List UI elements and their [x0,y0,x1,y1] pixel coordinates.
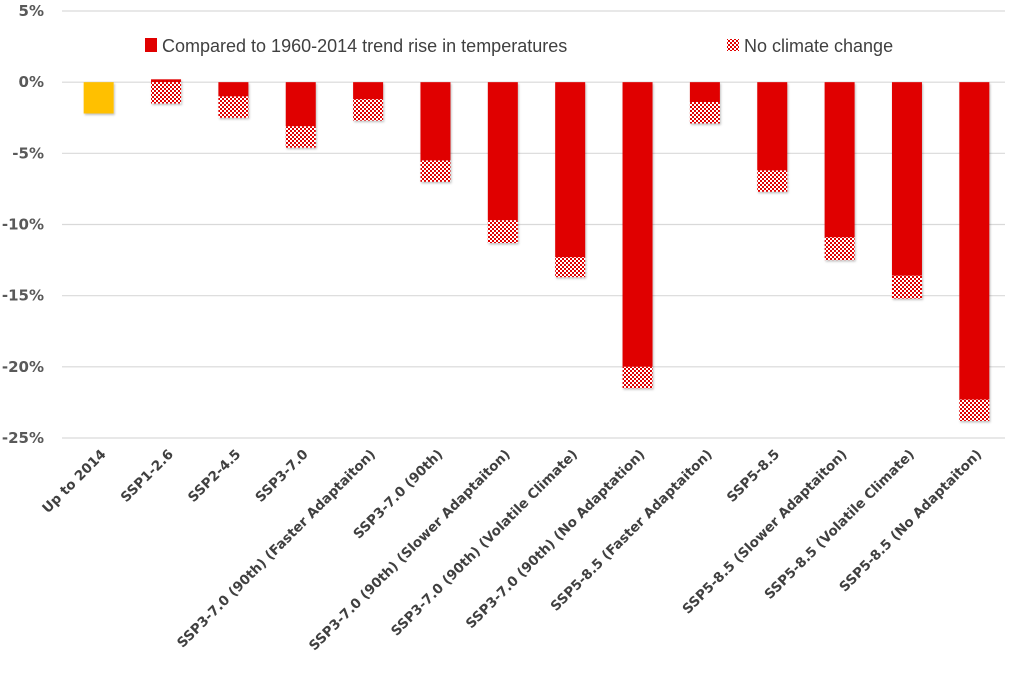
legend: Compared to 1960-2014 trend rise in temp… [145,36,893,56]
bar-group [824,82,855,261]
bar-group [689,82,720,124]
bar-no-climate-change [689,102,720,124]
bar-trend-rise [622,82,653,367]
legend-swatch-solid-red [145,38,157,52]
bar-group [757,82,788,192]
y-tick-label: -25% [2,429,44,447]
bar-no-climate-change [824,237,855,261]
bars [83,79,990,421]
bar-no-climate-change [891,275,922,299]
bar-group [151,79,182,104]
bar-trend-rise [353,82,384,100]
bar-no-climate-change [487,220,518,244]
bar-no-climate-change [353,99,384,121]
bar-trend-rise [151,79,182,83]
bar-trend-rise [420,82,451,161]
y-tick-label: 5% [19,2,44,20]
bar-group [285,82,316,148]
y-tick-label: -15% [2,287,44,305]
bar-trend-rise [757,82,788,171]
x-category-label: SSP5-8.5 [724,447,783,506]
bar-no-climate-change [218,96,249,118]
bar-group [83,82,114,114]
bar-group [622,82,653,389]
bar-no-climate-change [420,160,451,182]
bar-no-climate-change [622,366,653,389]
bar-no-climate-change [757,170,788,192]
bar-trend-rise [555,82,586,258]
bar-group [487,82,518,244]
bar-trend-rise [218,82,249,97]
bar-no-climate-change [285,126,316,148]
legend-swatch-checker-red [727,39,739,51]
x-category-label: SSP1-2.6 [118,447,177,506]
bar-no-climate-change [959,399,990,421]
bar-group [891,82,922,299]
legend-label-no-climate-change: No climate change [744,36,893,56]
bar-group [959,82,990,421]
bar-group [353,82,384,121]
bar-no-climate-change [151,82,182,104]
bar-group [555,82,586,278]
y-tick-label: -5% [12,144,44,162]
x-category-label: SSP5-8.5 (No Adaptaiton) [836,447,985,596]
bar-trend-rise [487,82,518,221]
bar-trend-rise [891,82,922,276]
gridlines [62,10,1005,439]
y-axis-ticks: 5% 0% -5% -10% -15% -20% -25% [2,2,44,447]
x-category-label: SSP2-4.5 [185,447,244,506]
y-tick-label: -20% [2,358,44,376]
bar-group [218,82,249,118]
x-category-label: SSP3-7.0 [252,447,311,506]
x-axis-labels: Up to 2014 SSP1-2.6 SSP2-4.5 SSP3-7.0SSP3-7… [39,447,985,655]
bar-no-climate-change [555,257,586,278]
bar-group [420,82,451,182]
y-tick-label: -10% [2,216,44,234]
bar-trend-rise [959,82,990,400]
bar-up-to-2014 [83,82,114,114]
bar-trend-rise [824,82,855,238]
bar-trend-rise [689,82,720,103]
legend-label-trend-rise: Compared to 1960-2014 trend rise in temp… [162,36,567,56]
y-tick-label: 0% [19,73,44,91]
x-category-label: Up to 2014 [39,447,109,517]
bar-trend-rise [285,82,316,127]
